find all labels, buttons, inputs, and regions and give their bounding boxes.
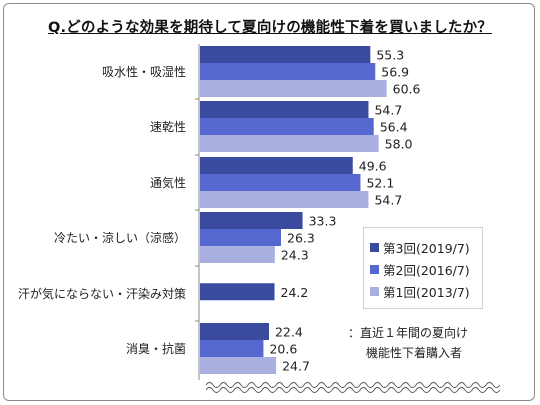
legend-item-series-2: 第2回(2016/7)	[370, 258, 476, 280]
bar	[200, 246, 275, 263]
note-line-2: 機能性下着購入者	[366, 346, 463, 360]
data-label: 26.3	[287, 231, 315, 246]
bar	[200, 212, 303, 229]
data-label: 56.9	[381, 65, 409, 80]
category-label: 消臭・抗菌	[126, 341, 186, 356]
legend-label: 第1回(2013/7)	[383, 284, 470, 300]
data-label: 22.4	[275, 325, 303, 340]
data-label: 24.3	[281, 248, 309, 263]
category-label: 吸水性・吸湿性	[102, 64, 186, 79]
axis-break-line	[205, 382, 501, 388]
data-label: 55.3	[376, 48, 404, 63]
bar	[200, 101, 369, 118]
data-label: 49.6	[359, 159, 387, 174]
legend-label: 第3回(2019/7)	[383, 240, 470, 256]
category-label: 通気性	[150, 175, 186, 190]
legend-label: 第2回(2016/7)	[383, 262, 470, 278]
bar	[200, 135, 379, 152]
legend: 第3回(2019/7) 第2回(2016/7) 第1回(2013/7)	[363, 227, 483, 309]
legend-item-series-3: 第3回(2019/7)	[370, 236, 476, 258]
bar	[200, 191, 369, 208]
data-label: 58.0	[385, 137, 413, 152]
data-label: 24.2	[281, 285, 309, 300]
bar	[200, 118, 374, 135]
chart-title: Q.どのような効果を期待して夏向けの機能性下着を買いましたか？	[47, 20, 493, 36]
data-label: 52.1	[366, 176, 394, 191]
category-label: 汗が気にならない・汗染み対策	[18, 286, 186, 301]
bar	[200, 340, 264, 357]
bar	[200, 229, 282, 246]
data-label: 20.6	[269, 342, 297, 357]
data-label: 54.7	[374, 193, 402, 208]
respondent-note: ：直近１年間の夏向け 機能性下着購入者	[348, 323, 468, 363]
bar	[200, 283, 275, 301]
legend-swatch	[370, 286, 379, 296]
data-label: 24.7	[282, 359, 310, 374]
data-label: 56.4	[380, 120, 408, 135]
category-label: 冷たい・涼しい（涼感）	[54, 230, 186, 245]
note-line-1: ：直近１年間の夏向け	[348, 326, 469, 340]
legend-swatch	[370, 264, 379, 274]
bar	[200, 46, 371, 63]
data-label: 60.6	[393, 82, 421, 97]
legend-swatch	[370, 242, 379, 252]
bar	[200, 174, 361, 191]
legend-item-series-1: 第1回(2013/7)	[370, 280, 476, 302]
data-label: 33.3	[309, 214, 337, 229]
bar	[200, 63, 376, 80]
axis-break-line	[205, 387, 501, 393]
bar	[200, 357, 277, 374]
category-label: 速乾性	[150, 120, 186, 134]
bar	[200, 157, 353, 174]
bar	[200, 323, 269, 340]
bar	[200, 80, 387, 97]
data-label: 54.7	[374, 103, 402, 118]
